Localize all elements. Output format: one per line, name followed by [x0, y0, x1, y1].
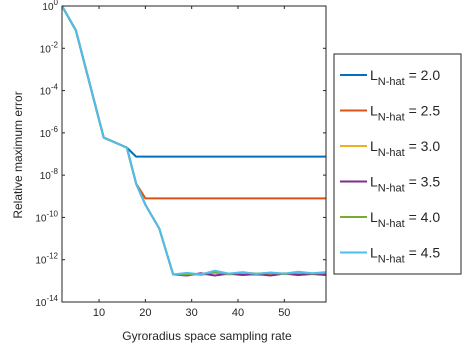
y-tick-label-1: 10-2	[40, 40, 59, 55]
x-axis-label: Gyroradius space sampling rate	[122, 329, 292, 343]
y-axis-label: Relative maximum error	[11, 91, 25, 218]
y-tick-label-4: 10-8	[40, 167, 59, 182]
y-tick-label-2: 10-4	[40, 83, 59, 98]
series-line-6	[62, 6, 326, 276]
x-tick-label-2: 30	[186, 307, 198, 319]
legend-entry-4: LN-hat = 3.5	[370, 174, 440, 195]
plot-background	[62, 6, 326, 302]
y-tick-label-6: 10-12	[35, 252, 58, 267]
legend-entry-6: LN-hat = 4.5	[370, 245, 440, 266]
legend-entry-3: LN-hat = 3.0	[370, 138, 440, 159]
axes-box	[61, 5, 327, 303]
legend-entry-5: LN-hat = 4.0	[370, 209, 440, 230]
legend-box	[333, 53, 462, 275]
legend: LN-hat = 2.0 LN-hat = 2.5 LN-hat = 3.0 LN-h…	[333, 53, 462, 275]
y-tick-label-3: 10-6	[40, 125, 59, 140]
y-tick-label-7: 10-14	[35, 294, 58, 309]
tick-marks-and-labels: 10 20 30 40 50 100 10-2 10-4 10-6 10-8 10-10 10-12 1…	[35, 0, 326, 319]
series-lines	[62, 6, 326, 277]
plot-area	[62, 6, 326, 302]
legend-entry-1: LN-hat = 2.0	[370, 67, 440, 88]
x-tick-label-3: 40	[232, 307, 244, 319]
x-tick-label-1: 20	[139, 307, 151, 319]
x-tick-label-0: 10	[93, 307, 105, 319]
axes	[61, 5, 327, 303]
y-tick-label-5: 10-10	[35, 209, 58, 224]
legend-entry-2: LN-hat = 2.5	[370, 103, 440, 124]
x-tick-label-4: 50	[278, 307, 290, 319]
y-tick-label-0: 100	[42, 0, 58, 13]
